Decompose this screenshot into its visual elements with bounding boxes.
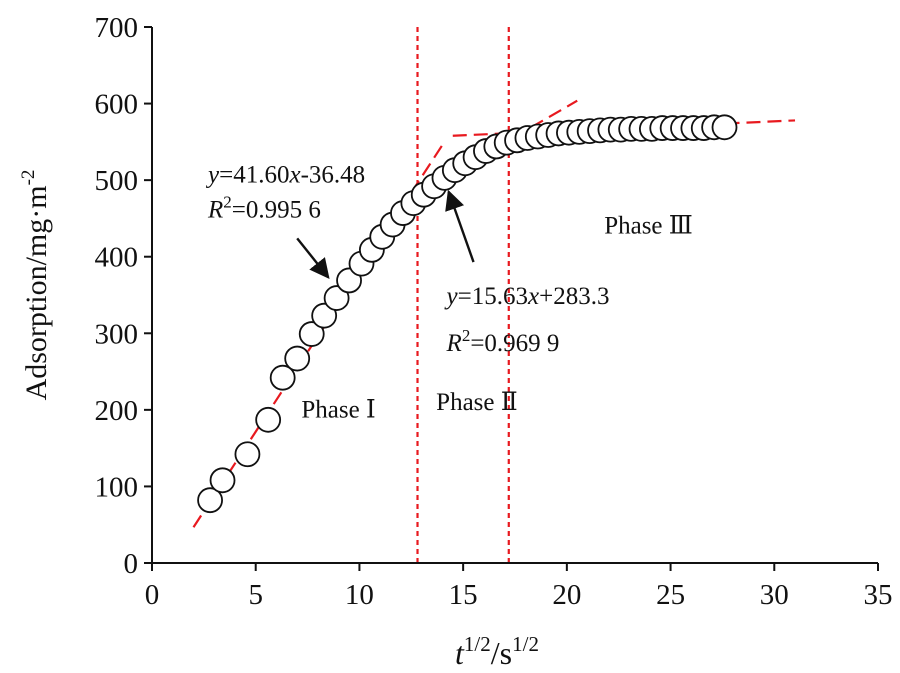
y-tick-label: 600 <box>95 89 139 121</box>
data-point <box>209 467 236 494</box>
y-tick-label: 500 <box>95 165 139 197</box>
y-tick-label: 700 <box>95 12 139 44</box>
r-squared-label: R2=0.969 9 <box>446 326 560 357</box>
data-point <box>284 345 311 372</box>
x-tick-label: 25 <box>656 579 685 611</box>
data-point <box>298 321 325 347</box>
x-tick-label: 10 <box>345 579 374 611</box>
y-tick-label: 400 <box>95 242 139 274</box>
x-tick-label: 30 <box>760 579 789 611</box>
annotation-arrow <box>296 237 330 279</box>
data-point <box>323 285 350 311</box>
annotation-arrow <box>445 189 475 263</box>
data-points <box>197 114 738 514</box>
y-axis-label: Adsorption/mg·m-2 <box>18 170 53 401</box>
annotation-arrows <box>296 189 475 279</box>
y-tick-label: 300 <box>95 318 139 350</box>
text-labels: Phase Ⅰ Phase Ⅱ Phase Ⅲ y=41.60x-36.48 R2=0.… <box>205 161 693 423</box>
data-point <box>234 441 261 468</box>
r-squared-label: R2=0.995 6 <box>207 193 321 224</box>
y-tick-label: 100 <box>95 471 139 503</box>
data-point <box>255 406 282 433</box>
data-point <box>269 364 296 391</box>
fit-equation: y=41.60x-36.48 <box>205 161 365 188</box>
x-tick-label: 20 <box>552 579 581 611</box>
phase-label: Phase Ⅰ <box>301 397 375 424</box>
data-point <box>311 302 338 329</box>
x-tick-label: 5 <box>248 579 263 611</box>
x-tick-label: 0 <box>145 579 160 611</box>
x-axis-label: t1/2/s1/2 <box>455 632 539 671</box>
tick-labels: 0 5 10 15 20 25 30 35 0 100 200 300 400 500 600 700 <box>95 12 893 611</box>
data-point <box>197 487 223 514</box>
phase-label: Phase Ⅱ <box>436 389 518 416</box>
fit-equation: y=15.63x+283.3 <box>444 283 610 310</box>
x-tick-label: 35 <box>864 579 893 611</box>
data-point <box>711 114 738 141</box>
x-tick-label: 15 <box>449 579 478 611</box>
y-tick-label: 0 <box>124 548 139 580</box>
axes <box>144 26 879 571</box>
y-tick-label: 200 <box>95 395 139 427</box>
phase-label: Phase Ⅲ <box>604 213 693 240</box>
